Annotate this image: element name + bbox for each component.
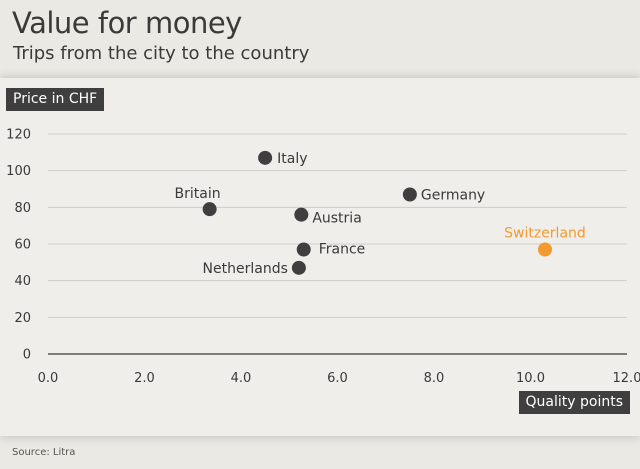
data-point bbox=[537, 242, 552, 257]
data-label: Britain bbox=[175, 186, 221, 202]
data-point bbox=[258, 150, 273, 165]
x-tick-label: 2.0 bbox=[134, 371, 155, 386]
y-tick-label: 0 bbox=[23, 348, 31, 363]
data-point bbox=[402, 187, 417, 202]
y-tick-label: 60 bbox=[14, 238, 31, 253]
chart-subtitle: Trips from the city to the country bbox=[13, 43, 310, 64]
data-point bbox=[202, 202, 217, 217]
x-tick-label: 0.0 bbox=[38, 371, 59, 386]
data-label: France bbox=[319, 242, 366, 258]
data-label: Austria bbox=[312, 211, 361, 227]
chart-title: Value for money bbox=[12, 6, 242, 40]
y-tick-label: 100 bbox=[6, 164, 31, 179]
data-point bbox=[291, 260, 306, 275]
source-note: Source: Litra bbox=[12, 447, 76, 458]
y-tick-label: 80 bbox=[14, 201, 31, 216]
data-label: Italy bbox=[277, 151, 307, 167]
y-tick-label: 40 bbox=[14, 274, 31, 289]
y-tick-label: 120 bbox=[6, 128, 31, 143]
y-tick-label: 20 bbox=[14, 311, 31, 326]
chart-header: Value for money Trips from the city to t… bbox=[0, 0, 640, 78]
y-axis-label: Price in CHF bbox=[6, 88, 105, 111]
data-label: Germany bbox=[421, 188, 485, 204]
plot-panel bbox=[0, 78, 640, 436]
x-tick-label: 12.0 bbox=[613, 371, 640, 386]
data-point bbox=[294, 207, 309, 222]
data-point bbox=[296, 242, 311, 257]
x-tick-label: 6.0 bbox=[327, 371, 348, 386]
x-tick-label: 4.0 bbox=[231, 371, 252, 386]
data-label: Netherlands bbox=[203, 261, 288, 277]
x-tick-label: 8.0 bbox=[424, 371, 445, 386]
x-axis-label: Quality points bbox=[518, 391, 630, 414]
data-label: Switzerland bbox=[504, 226, 586, 242]
x-tick-label: 10.0 bbox=[516, 371, 545, 386]
